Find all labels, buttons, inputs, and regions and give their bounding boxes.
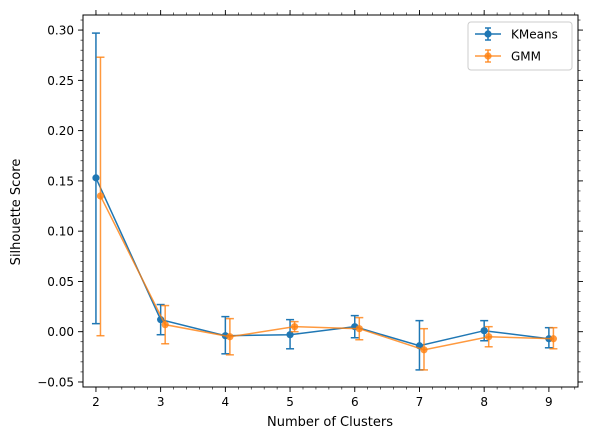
y-tick-label: 0.00 xyxy=(47,325,74,339)
series-gmm xyxy=(96,56,558,371)
data-point xyxy=(355,325,363,333)
y-tick-label: 0.05 xyxy=(47,275,74,289)
legend-marker xyxy=(484,30,492,38)
y-tick-label: 0.25 xyxy=(47,74,74,88)
series-layer xyxy=(91,32,558,371)
x-tick-label: 7 xyxy=(416,395,424,409)
data-point xyxy=(96,192,105,200)
x-tick-label: 5 xyxy=(286,395,294,409)
data-point xyxy=(485,333,493,341)
legend-marker xyxy=(484,52,492,60)
y-axis: −0.05 0.00 0.05 0.10 0.15 0.20 0.25 0.30 xyxy=(37,24,583,389)
data-point xyxy=(480,327,488,335)
series-line xyxy=(95,177,549,347)
y-tick-label: 0.15 xyxy=(47,174,74,188)
x-tick-label: 3 xyxy=(157,395,165,409)
y-tick-label: −0.05 xyxy=(37,375,74,389)
x-tick-label: 9 xyxy=(545,395,553,409)
plot-frame xyxy=(82,14,579,388)
series-line xyxy=(99,195,554,351)
x-tick-label: 6 xyxy=(351,395,359,409)
x-axis-label: Number of Clusters xyxy=(267,415,393,430)
legend-label: KMeans xyxy=(511,28,558,42)
x-tick-label: 2 xyxy=(92,395,100,409)
x-axis: 2 3 4 5 6 7 8 9 xyxy=(92,10,553,409)
x-tick-label: 4 xyxy=(222,395,230,409)
y-axis-label: Silhouette Score xyxy=(9,159,24,266)
data-point xyxy=(161,321,169,329)
plot-area xyxy=(82,14,579,388)
legend-label: GMM xyxy=(511,50,541,64)
data-point xyxy=(226,333,234,341)
data-point xyxy=(92,174,100,182)
legend-item: KMeans xyxy=(475,27,558,42)
data-point xyxy=(549,335,558,343)
legend-item: GMM xyxy=(475,49,541,64)
x-tick-label: 8 xyxy=(480,395,488,409)
y-tick-label: 0.10 xyxy=(47,225,74,239)
y-tick-label: 0.30 xyxy=(47,24,74,38)
legend: KMeans GMM xyxy=(467,21,573,71)
data-point xyxy=(290,323,299,331)
data-point xyxy=(286,331,294,339)
y-tick-label: 0.20 xyxy=(47,124,74,138)
data-point xyxy=(420,346,428,354)
